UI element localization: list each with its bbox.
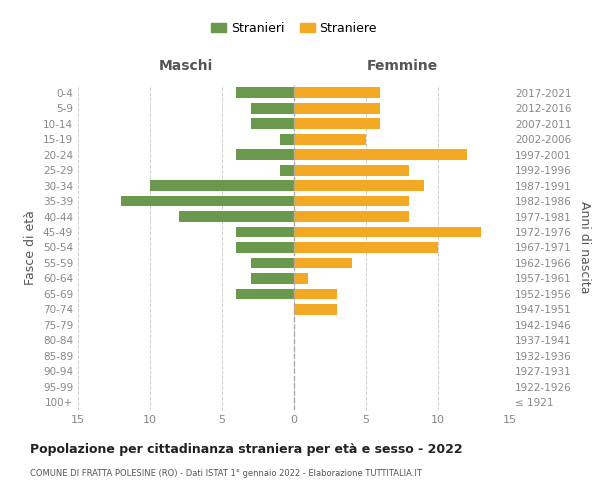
Bar — [294, 164, 409, 175]
Bar — [294, 134, 366, 144]
Bar — [294, 273, 308, 284]
Bar — [150, 180, 294, 191]
Bar — [236, 288, 294, 300]
Bar — [294, 149, 467, 160]
Bar — [294, 211, 409, 222]
Bar — [280, 134, 294, 144]
Bar — [236, 88, 294, 98]
Bar — [294, 118, 380, 129]
Bar — [294, 226, 481, 237]
Bar — [294, 304, 337, 315]
Bar — [294, 242, 438, 253]
Text: Maschi: Maschi — [159, 58, 213, 72]
Bar — [294, 180, 424, 191]
Text: COMUNE DI FRATTA POLESINE (RO) - Dati ISTAT 1° gennaio 2022 - Elaborazione TUTTI: COMUNE DI FRATTA POLESINE (RO) - Dati IS… — [30, 469, 422, 478]
Bar — [251, 103, 294, 114]
Bar — [236, 226, 294, 237]
Bar — [121, 196, 294, 206]
Bar — [251, 118, 294, 129]
Bar — [251, 258, 294, 268]
Bar — [179, 211, 294, 222]
Bar — [280, 164, 294, 175]
Y-axis label: Fasce di età: Fasce di età — [25, 210, 37, 285]
Text: Femmine: Femmine — [367, 58, 437, 72]
Bar — [294, 88, 380, 98]
Y-axis label: Anni di nascita: Anni di nascita — [578, 201, 591, 294]
Bar — [251, 273, 294, 284]
Bar — [294, 103, 380, 114]
Bar — [236, 242, 294, 253]
Bar — [294, 196, 409, 206]
Bar — [294, 288, 337, 300]
Legend: Stranieri, Straniere: Stranieri, Straniere — [206, 16, 382, 40]
Bar — [294, 258, 352, 268]
Text: Popolazione per cittadinanza straniera per età e sesso - 2022: Popolazione per cittadinanza straniera p… — [30, 442, 463, 456]
Bar — [236, 149, 294, 160]
